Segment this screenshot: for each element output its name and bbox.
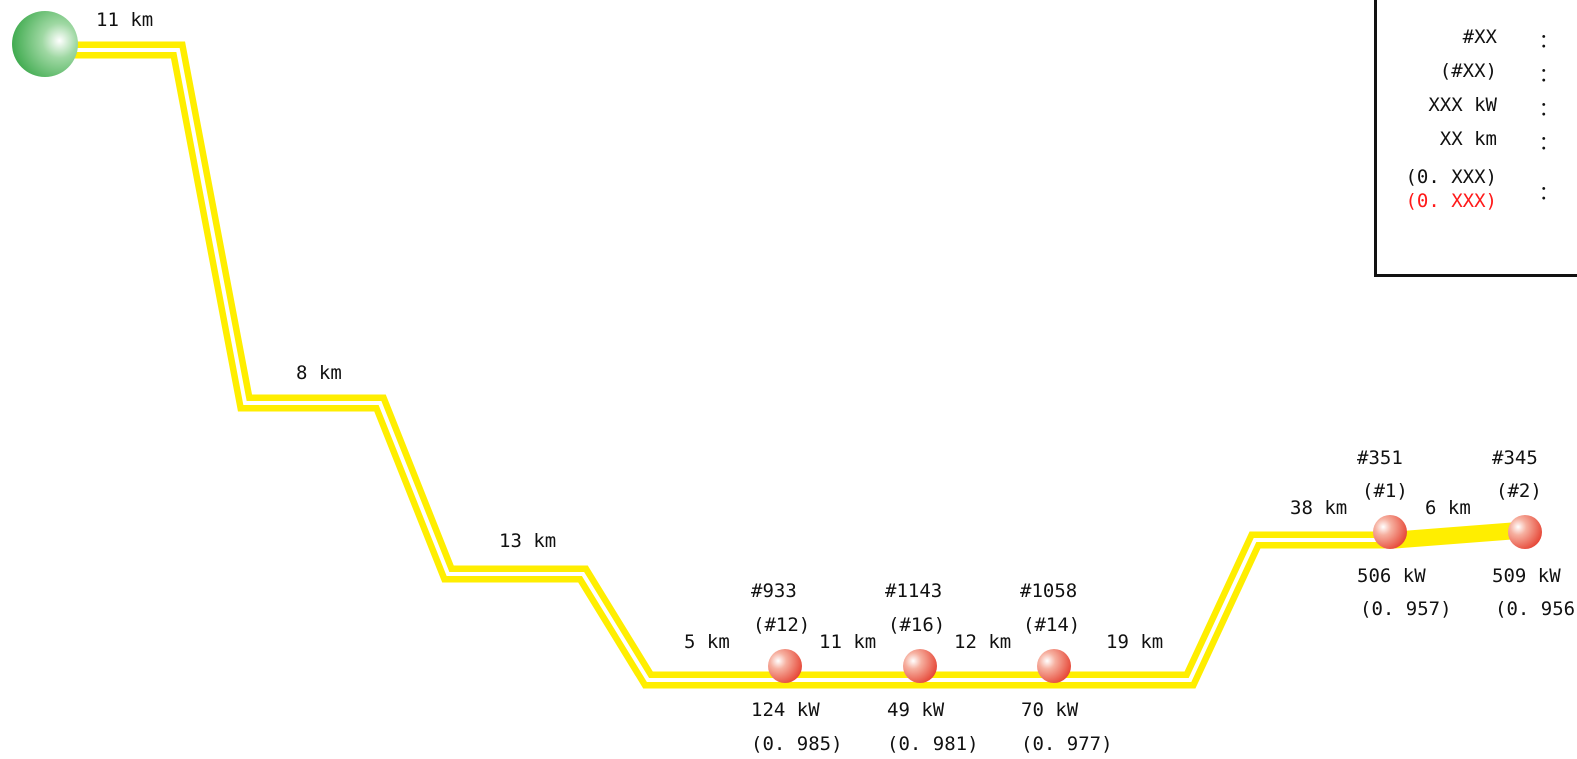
legend: #XX ： (#XX) ： XXX kW ： XX km ： (0. XXX) … <box>1374 0 1577 277</box>
legend-key: (0. XXX) <box>1405 166 1497 188</box>
load-node-icon <box>1508 515 1542 549</box>
node-rank: (#2) <box>1496 480 1542 502</box>
node-power: 49 kW <box>887 699 945 721</box>
feeder-line <box>45 41 1526 689</box>
legend-key: XX km <box>1439 128 1497 150</box>
segment-length: 13 km <box>499 530 556 552</box>
segment-length: 38 km <box>1290 497 1347 519</box>
node-power: 509 kW <box>1492 565 1561 587</box>
segment-length: 19 km <box>1106 631 1163 653</box>
segment-length: 11 km <box>96 9 153 31</box>
node-power: 70 kW <box>1021 699 1079 721</box>
segment-length: 8 km <box>296 362 342 384</box>
node-rank: (#14) <box>1023 614 1080 636</box>
node-id: #345 <box>1492 447 1538 469</box>
legend-colon: ： <box>1539 132 1559 154</box>
legend-colon: ： <box>1539 182 1559 204</box>
segment-length: 11 km <box>819 631 876 653</box>
load-node-icon <box>1037 649 1071 683</box>
segment-length: 12 km <box>954 631 1011 653</box>
legend-key: (#XX) <box>1439 60 1497 82</box>
node-voltage: (0. 981) <box>887 733 979 755</box>
legend-key-red: (0. XXX) <box>1405 190 1497 212</box>
node-id: #1058 <box>1020 580 1077 602</box>
node-rank: (#16) <box>888 614 945 636</box>
node-power: 124 kW <box>751 699 820 721</box>
node-voltage: (0. 977) <box>1021 733 1113 755</box>
legend-colon: ： <box>1539 64 1559 86</box>
segment-length: 6 km <box>1425 497 1471 519</box>
legend-key: #XX <box>1462 26 1497 48</box>
node-id: #351 <box>1357 447 1403 469</box>
legend-colon: ： <box>1539 30 1559 52</box>
node-power: 506 kW <box>1357 565 1426 587</box>
source-node-icon <box>12 11 78 77</box>
node-rank: (#1) <box>1362 480 1408 502</box>
load-node-icon <box>1373 515 1407 549</box>
load-node-icon <box>768 649 802 683</box>
node-rank: (#12) <box>753 614 810 636</box>
node-id: #1143 <box>885 580 942 602</box>
segment-length: 5 km <box>684 631 730 653</box>
load-node-icon <box>903 649 937 683</box>
legend-key: XXX kW <box>1428 94 1497 116</box>
node-voltage: (0. 956) <box>1495 598 1577 620</box>
node-id: #933 <box>751 580 797 602</box>
node-voltage: (0. 957) <box>1360 598 1452 620</box>
node-voltage: (0. 985) <box>751 733 843 755</box>
legend-colon: ： <box>1539 98 1559 120</box>
